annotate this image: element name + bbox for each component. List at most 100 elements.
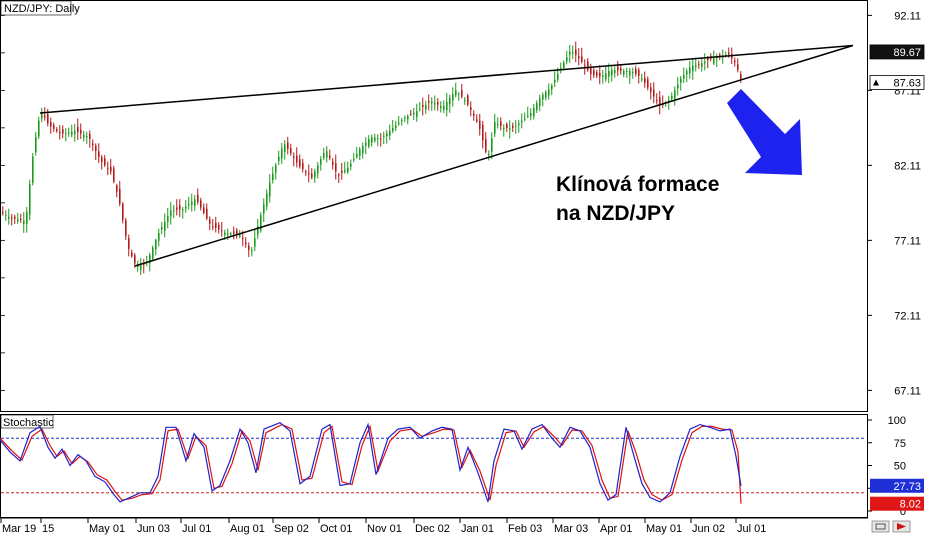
candle-body: [401, 120, 403, 122]
candle-body: [224, 232, 226, 235]
candle-body: [89, 133, 91, 139]
y-tick-label: 72.11: [894, 310, 921, 322]
candle-body: [77, 126, 79, 132]
candle-body: [647, 79, 649, 88]
candle-body: [92, 143, 94, 145]
candle-body: [578, 56, 580, 59]
candle-body: [434, 103, 436, 105]
candle-body: [686, 71, 688, 75]
chart-title: NZD/JPY: Daily: [4, 3, 80, 15]
candle-body: [650, 87, 652, 92]
candle-body: [515, 125, 517, 127]
candle-body: [140, 265, 142, 271]
time-x-axis: Mar 19 15 May 01 Jun 03 Jul 01 Aug 01 Sep 02 Oc…: [0, 517, 868, 535]
candle-body: [554, 79, 556, 83]
candle-body: [380, 138, 382, 140]
candle-body: [569, 51, 571, 55]
candle-body: [614, 70, 616, 74]
candle-body: [677, 84, 679, 89]
wedge-trendline: [134, 44, 854, 267]
candle-body: [407, 115, 409, 120]
candle-body: [374, 137, 376, 141]
candle-body: [287, 142, 289, 149]
candle-body: [563, 62, 565, 69]
candle-body: [503, 128, 505, 129]
candle-body: [68, 132, 70, 134]
candle-body: [566, 57, 568, 62]
candle-body: [740, 74, 742, 80]
candle-body: [65, 133, 67, 134]
candle-body: [671, 96, 673, 100]
candle-body: [461, 90, 463, 97]
candle-body: [497, 124, 499, 125]
stochastic-k-line: [0, 422, 742, 503]
price-badge-box: [869, 44, 925, 60]
candle-body: [341, 170, 343, 173]
x-tick-label: Oct 01: [320, 523, 352, 535]
candle-body: [209, 219, 211, 224]
candle-body: [458, 93, 460, 95]
candle-body: [20, 218, 22, 220]
candle-body: [236, 230, 238, 235]
wedge-trendlines: [39, 44, 854, 267]
candle-body: [191, 201, 193, 205]
chart-scroll-button[interactable]: [871, 520, 890, 533]
candle-body: [152, 247, 154, 259]
candle-body: [23, 220, 25, 225]
stoch-tick-label: 0: [900, 506, 906, 518]
candle-body: [530, 113, 532, 116]
candle-body: [605, 73, 607, 80]
candle-body: [644, 77, 646, 83]
candle-body: [107, 168, 109, 170]
x-tick-label: Jul 01: [182, 523, 211, 535]
candle-body: [551, 85, 553, 90]
candle-body: [737, 64, 739, 70]
candle-body: [452, 94, 454, 101]
candle-body: [371, 137, 373, 143]
candle-body: [695, 65, 697, 67]
candle-body: [167, 216, 169, 222]
candle-body: [572, 52, 574, 54]
annotation-line-1: Klínová formace: [556, 173, 719, 196]
candle-body: [518, 123, 520, 126]
candle-body: [350, 163, 352, 167]
candle-body: [680, 78, 682, 83]
candle-body: [98, 151, 100, 157]
candle-body: [179, 205, 181, 210]
candle-body: [323, 153, 325, 158]
stochastic-levels: [1, 437, 866, 494]
candle-body: [95, 145, 97, 151]
candle-body: [206, 208, 208, 219]
candle-body: [299, 159, 301, 167]
candle-body: [104, 158, 106, 166]
candle-body: [587, 61, 589, 70]
x-tick-label: Jul 01: [737, 523, 766, 535]
x-tick-label: Jan 01: [461, 523, 494, 535]
candle-body: [149, 254, 151, 264]
candle-body: [542, 94, 544, 100]
x-tick-label: Jun 03: [137, 523, 170, 535]
candle-body: [221, 230, 223, 232]
candle-body: [56, 129, 58, 131]
link-icon: [875, 523, 886, 530]
candle-body: [446, 101, 448, 111]
candle-body: [335, 163, 337, 172]
candle-body: [254, 238, 256, 247]
candle-body: [548, 89, 550, 96]
candle-body: [278, 156, 280, 161]
candle-body: [155, 240, 157, 250]
candle-body: [14, 216, 16, 219]
x-tick-label: Feb 03: [508, 523, 542, 535]
candle-body: [263, 204, 265, 214]
candle-body: [176, 207, 178, 210]
stochastic-d-badge-label: 8.02: [900, 499, 921, 511]
candle-body: [308, 173, 310, 175]
scroll-controls[interactable]: [871, 520, 911, 533]
candle-body: [8, 216, 10, 219]
candle-body: [113, 168, 115, 182]
candle-body: [575, 49, 577, 56]
candle-body: [509, 128, 511, 130]
candle-body: [674, 90, 676, 100]
candle-body: [635, 68, 637, 74]
